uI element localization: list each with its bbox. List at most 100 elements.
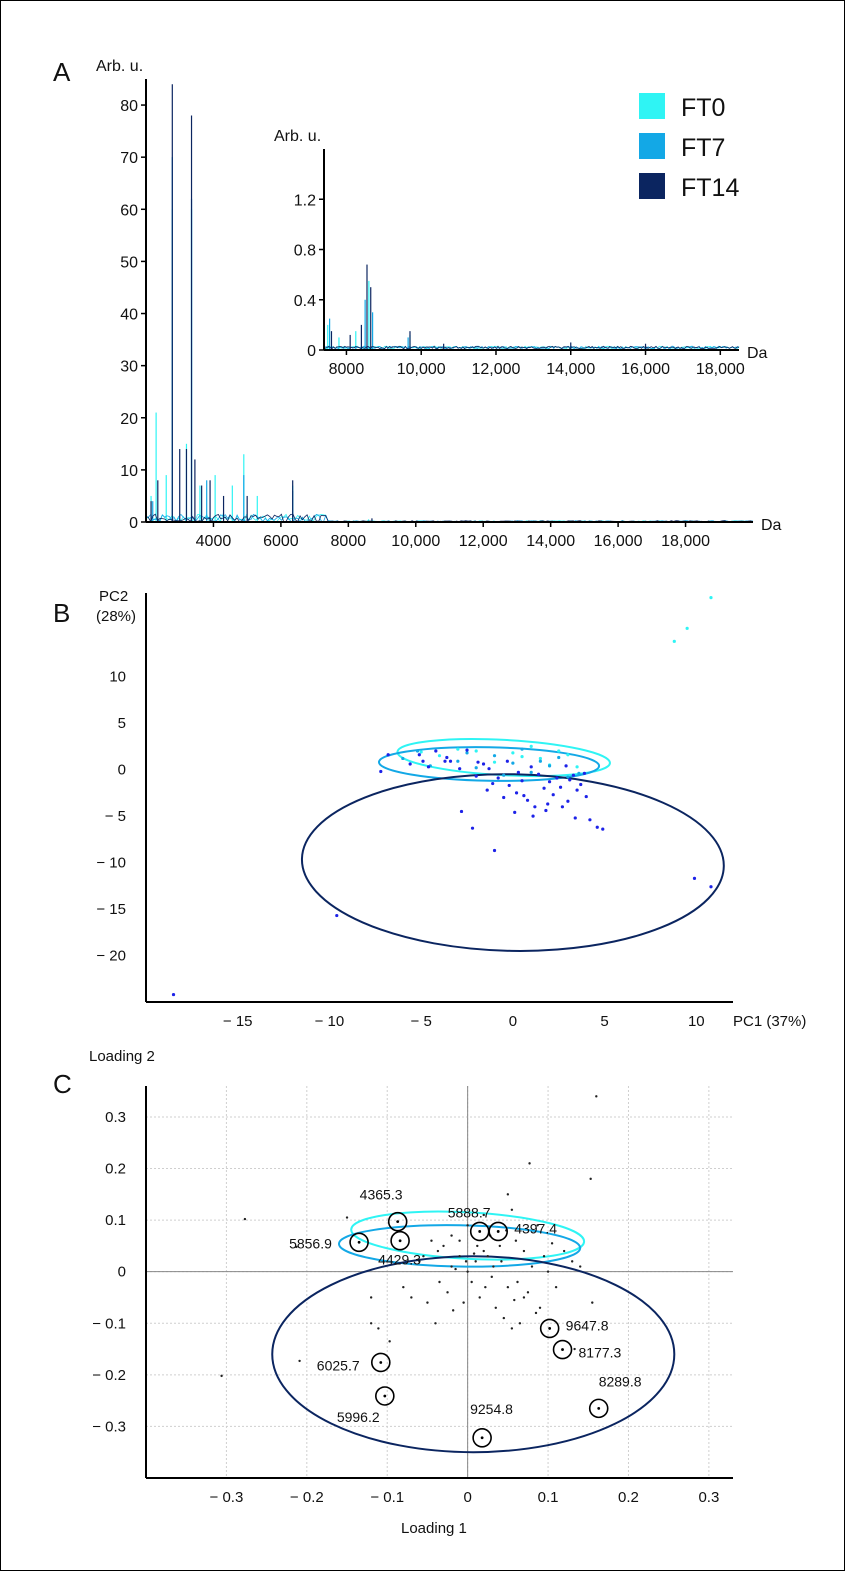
x-tick-label: 18,000 <box>696 361 745 378</box>
score-point-ft0 <box>419 750 423 754</box>
y-tick-label: − 0.2 <box>92 1367 126 1384</box>
loading-point <box>345 1216 349 1219</box>
score-point-ft0 <box>672 639 676 643</box>
highlight-point <box>548 1327 552 1330</box>
score-point-ft14 <box>171 992 176 997</box>
loading-point <box>542 1255 546 1258</box>
x-axis-title: Da <box>761 517 782 534</box>
score-point-ft14 <box>448 759 453 763</box>
x-tick-label: 4000 <box>196 533 232 550</box>
score-point-ft14 <box>408 762 412 766</box>
panel-a-inset-chart: 0 0.4 0.8 1.2 8000 10,000 12,000 14,000 16,000 18… <box>274 111 768 378</box>
y-tick-label: 80 <box>120 98 138 115</box>
y-tick-label: 0.3 <box>105 1109 126 1126</box>
score-point-ft14 <box>546 802 550 806</box>
loading-point <box>595 1095 598 1098</box>
loading-point <box>514 1239 518 1242</box>
score-point-ft7 <box>529 770 533 775</box>
score-point-ft14 <box>525 798 530 802</box>
score-point-ft14 <box>386 753 390 757</box>
score-point-ft14 <box>573 816 577 820</box>
loading-point <box>492 1265 495 1268</box>
x-tick-label: 0.1 <box>538 1489 559 1506</box>
loading-point <box>466 1224 469 1227</box>
x-axis-title: Loading 1 <box>401 1520 467 1537</box>
y-tick-label: 0.4 <box>294 293 316 310</box>
legend-label-ft0: FT0 <box>681 94 725 122</box>
loading-point <box>562 1249 566 1253</box>
highlight-circle <box>387 1211 408 1232</box>
score-point-ft14 <box>496 776 500 780</box>
score-point-ft14 <box>514 791 519 795</box>
loading-point <box>518 1322 522 1325</box>
panel-c-label: C <box>53 1069 72 1099</box>
highlight-circle <box>539 1318 560 1339</box>
loading-point <box>510 1327 514 1330</box>
score-point-ft14 <box>491 781 495 786</box>
score-point-ft14 <box>505 759 509 763</box>
highlight-circle <box>588 1398 609 1419</box>
panel-a-main-chart: 0 10 20 30 40 50 60 70 80 4000 6000 8000 10,000 12,00… <box>96 58 782 550</box>
loading-point <box>472 1252 476 1255</box>
score-point-ft14 <box>492 848 497 853</box>
point-label: 4397.4 <box>514 1220 557 1236</box>
x-tick-label: 8000 <box>331 533 367 550</box>
score-point-ft14 <box>555 776 559 780</box>
score-point-ft14 <box>417 753 421 757</box>
y-axis-title-line2: (28%) <box>96 608 136 625</box>
loading-point <box>434 1322 437 1325</box>
score-point-ft14 <box>487 767 491 771</box>
y-tick-label: 30 <box>120 359 138 376</box>
score-point-ft0 <box>557 749 561 753</box>
score-point-ft14 <box>481 762 486 766</box>
score-point-ft14 <box>520 779 524 783</box>
loading-point <box>476 1244 479 1248</box>
ellipse-ft14 <box>271 1255 676 1454</box>
score-point-ft14 <box>544 808 548 813</box>
score-point-ft0 <box>456 747 460 751</box>
y-tick-label: − 0.1 <box>92 1315 126 1332</box>
score-point-ft14 <box>513 810 517 814</box>
inset-background <box>281 111 751 361</box>
highlight-circle <box>390 1230 410 1251</box>
score-point-ft0 <box>492 760 497 764</box>
score-point-ft0 <box>529 744 533 748</box>
score-point-ft0 <box>709 596 713 600</box>
loading-point <box>410 1296 413 1299</box>
score-point-ft14 <box>434 749 438 753</box>
y-tick-label: − 15 <box>96 901 126 918</box>
highlight-point <box>597 1406 601 1410</box>
y-tick-label: 0 <box>307 343 316 360</box>
loading-point <box>474 1260 477 1263</box>
score-point-ft14 <box>465 748 469 752</box>
point-label: 8289.8 <box>599 1373 642 1389</box>
score-point-ft0 <box>511 751 515 755</box>
loading-point <box>442 1244 445 1248</box>
y-tick-label: 0.1 <box>105 1212 126 1229</box>
point-label: 9254.8 <box>470 1401 513 1417</box>
loading-point <box>494 1306 497 1309</box>
ellipse-ft7 <box>377 746 601 782</box>
loading-point <box>516 1280 519 1284</box>
x-tick-label: 0 <box>463 1489 471 1506</box>
y-tick-label: 60 <box>120 202 138 219</box>
score-point-ft14 <box>575 788 579 792</box>
loading-point <box>418 1260 421 1263</box>
legend: FT0 FT7 FT14 <box>639 93 739 202</box>
loading-point <box>388 1340 391 1343</box>
y-axis-title: Arb. u. <box>274 128 321 145</box>
x-tick-label: 14,000 <box>546 361 595 378</box>
y-tick-label: 50 <box>120 254 138 271</box>
loading-point <box>534 1311 538 1315</box>
loading-point <box>554 1285 558 1289</box>
highlight-point <box>478 1230 482 1233</box>
y-tick-label: 0 <box>118 762 126 779</box>
loading-point <box>454 1267 457 1271</box>
ellipse-ft7 <box>338 1224 582 1268</box>
score-point-ft14 <box>566 799 570 803</box>
loading-point <box>526 1291 530 1294</box>
y-tick-label: 20 <box>120 411 138 428</box>
highlight-circle <box>488 1221 509 1242</box>
x-tick-label: − 0.1 <box>370 1489 404 1506</box>
